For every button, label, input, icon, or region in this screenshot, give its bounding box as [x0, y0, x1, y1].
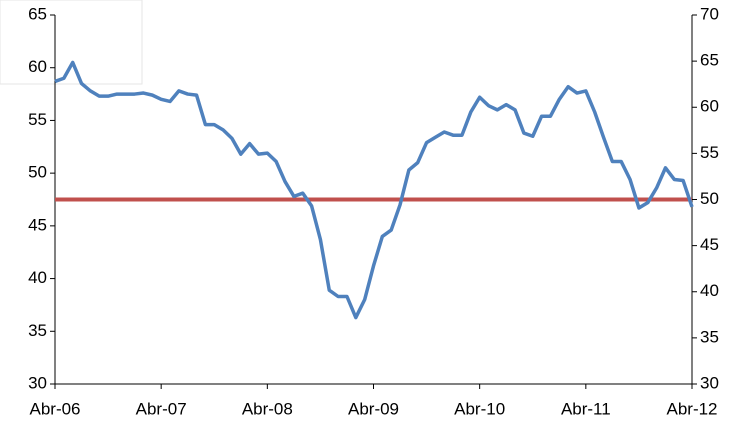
x-tick-label: Abr-07 [136, 399, 187, 418]
y-tick-label: 35 [28, 321, 47, 340]
y2-tick-label: 70 [700, 4, 719, 23]
y2-tick-label: 65 [700, 51, 719, 70]
y-tick-label: 65 [28, 4, 47, 23]
x-tick-label: Abr-06 [29, 399, 80, 418]
x-tick-label: Abr-08 [242, 399, 293, 418]
legend-box [0, 0, 143, 85]
y-tick-label: 60 [28, 57, 47, 76]
y-tick-label: 50 [28, 163, 47, 182]
x-tick-label: Abr-11 [561, 399, 611, 418]
y2-tick-label: 35 [700, 327, 719, 346]
y-tick-label: 55 [28, 110, 47, 129]
line-series [54, 60, 694, 320]
y2-tick-label: 55 [700, 143, 719, 162]
y-tick-label: 30 [28, 373, 47, 392]
y2-tick-label: 60 [700, 97, 719, 116]
y2-tick-label: 30 [700, 373, 719, 392]
y2-tick-label: 40 [700, 281, 719, 300]
y-tick-label: 40 [28, 268, 47, 287]
x-tick-label: Abr-10 [454, 399, 505, 418]
y2-tick-label: 50 [700, 189, 719, 208]
x-tick-label: Abr-12 [666, 399, 717, 418]
x-tick-label: Abr-09 [348, 399, 399, 418]
y2-tick-label: 45 [700, 235, 719, 254]
y-tick-label: 45 [28, 215, 47, 234]
